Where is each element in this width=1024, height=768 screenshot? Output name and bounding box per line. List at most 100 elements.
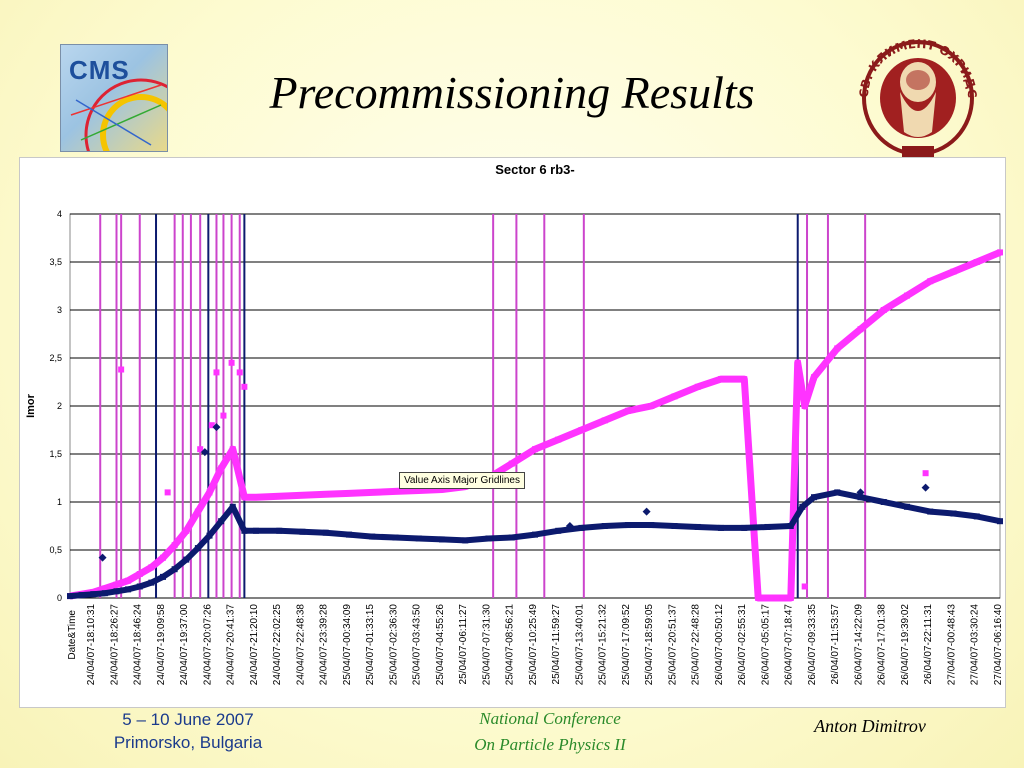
x-tick-label: 24/04/07-19:09:58	[156, 604, 167, 686]
pink-outlier-point	[118, 366, 125, 373]
series-navy-point	[648, 522, 655, 529]
x-tick-label: 25/04/07-10:25:49	[528, 604, 539, 686]
pink-outlier-point	[228, 359, 235, 366]
series-pink-point	[625, 407, 631, 414]
footer-place: Primorsko, Bulgaria	[113, 733, 263, 752]
x-tick-label: 25/04/07-04:55:26	[435, 604, 446, 686]
series-navy-point	[787, 523, 794, 529]
series-navy-point	[462, 537, 469, 544]
series-navy-point	[880, 499, 887, 505]
navy-marker-point	[212, 423, 221, 432]
series-pink-point	[415, 487, 422, 494]
series-navy-point	[694, 523, 701, 530]
y-axis-label: Imor	[25, 393, 37, 418]
y-tick-label: 3,5	[49, 257, 62, 267]
pink-outlier-point	[220, 412, 227, 419]
x-tick-label: 26/04/07-09:33:35	[807, 604, 818, 686]
footer-event-info: 5 – 10 June 2007 Primorsko, Bulgaria	[88, 708, 288, 754]
series-navy-point	[218, 518, 225, 525]
series-pink-point	[880, 307, 887, 313]
series-navy-point	[578, 524, 585, 531]
series-pink-point	[276, 493, 283, 500]
series-navy-point	[764, 523, 771, 530]
chart-title: Sector 6 rb3-	[495, 162, 574, 177]
x-tick-label: 24/04/07-18:26:27	[109, 604, 120, 686]
footer-conference: National Conference On Particle Physics …	[420, 706, 680, 758]
series-pink-point	[160, 554, 166, 561]
series-pink-point	[648, 403, 655, 409]
series-pink-point	[136, 571, 143, 577]
series-navy-point	[973, 513, 980, 520]
x-tick-label: 25/04/07-17:09:52	[621, 604, 632, 686]
x-tick-label: 27/04/07-06:16:40	[993, 604, 1004, 686]
navy-marker-point	[921, 483, 930, 492]
x-tick-label: 24/04/07-18:46:24	[133, 604, 144, 686]
y-tick-label: 0,5	[49, 545, 62, 555]
pink-outlier-point	[241, 383, 248, 390]
series-pink-point	[206, 489, 213, 496]
navy-marker-point	[98, 553, 107, 562]
x-tick-label: 27/04/07-03:30:24	[970, 604, 981, 686]
series-navy-point	[950, 510, 957, 517]
series-navy-point	[194, 545, 201, 552]
series-navy-point	[927, 508, 934, 515]
series-pink-point	[694, 383, 701, 390]
y-tick-label: 4	[57, 209, 62, 219]
series-pink-point	[741, 376, 748, 383]
series-pink-point	[927, 278, 934, 285]
x-tick-label: 26/04/07-07:18:47	[784, 604, 795, 686]
series-pink-point	[671, 393, 678, 400]
series-navy-point	[299, 528, 306, 535]
series-navy-point	[148, 579, 155, 586]
x-tick-label: 24/04/07-21:20:10	[249, 604, 260, 686]
x-tick-label: 25/04/07-18:59:05	[644, 604, 655, 686]
navy-marker-point	[856, 488, 865, 497]
navy-marker-point	[642, 507, 651, 516]
x-tick-label: 25/04/07-13:40:01	[574, 604, 585, 686]
x-tick-label: 24/04/07-22:02:25	[272, 604, 283, 686]
navy-marker-point	[200, 448, 209, 457]
y-tick-label: 0	[57, 593, 62, 603]
series-navy-point	[253, 527, 259, 534]
series-navy-point	[206, 532, 213, 539]
series-navy-point	[369, 533, 376, 540]
series-pink-point	[950, 268, 957, 275]
series-navy-point	[857, 494, 864, 501]
series-navy-point	[183, 556, 190, 563]
series-navy-point	[276, 527, 283, 534]
chart-tooltip: Value Axis Major Gridlines	[399, 472, 525, 489]
series-navy-point	[555, 527, 562, 534]
series-navy-point	[101, 590, 108, 597]
series-pink-point	[783, 595, 790, 601]
series-navy-point	[136, 583, 143, 590]
x-tick-label: 25/04/07-20:51:37	[667, 604, 678, 686]
x-tick-label: 26/04/07-22:11:31	[923, 604, 934, 685]
chart-container: Sector 6 rb3- 0 0,5 1 1,5 2 2,5 3 3,5 4 Imor Date&T…	[19, 157, 1006, 708]
pink-outlier-point	[197, 446, 204, 453]
cms-logo-graphic	[70, 78, 167, 151]
y-tick-label: 2,5	[49, 353, 62, 363]
series-pink-point	[229, 446, 236, 453]
x-tick-label: 24/04/07-20:07:26	[202, 604, 213, 686]
slide-title: Precommissioning Results	[269, 67, 755, 118]
series-pink-point	[532, 446, 538, 453]
series-navy-point	[718, 524, 724, 531]
series-navy-point	[241, 527, 248, 534]
chart-svg: Sector 6 rb3- 0 0,5 1 1,5 2 2,5 3 3,5 4 Imor Date&T…	[25, 162, 1004, 686]
series-navy-point	[508, 534, 515, 541]
pink-outlier-point	[236, 369, 243, 376]
series-navy-point	[125, 586, 132, 593]
series-pink-point	[718, 376, 724, 383]
x-tick-label: 26/04/07-14:22:09	[853, 604, 864, 686]
x-tick-label: 26/04/07-02:55:31	[737, 604, 748, 686]
x-tick-label: 24/04/07-23:39:28	[319, 604, 330, 686]
series-pink-point	[787, 595, 794, 601]
series-pink-point	[773, 595, 780, 601]
series-pink-point	[801, 403, 808, 409]
x-tick-label: 25/04/07-22:48:28	[691, 604, 702, 686]
series-pink-point	[253, 494, 259, 501]
series-pink-point	[904, 292, 910, 299]
pink-outlier-point	[164, 489, 171, 496]
series-pink-point	[369, 489, 376, 496]
series-pink-point	[322, 491, 329, 498]
